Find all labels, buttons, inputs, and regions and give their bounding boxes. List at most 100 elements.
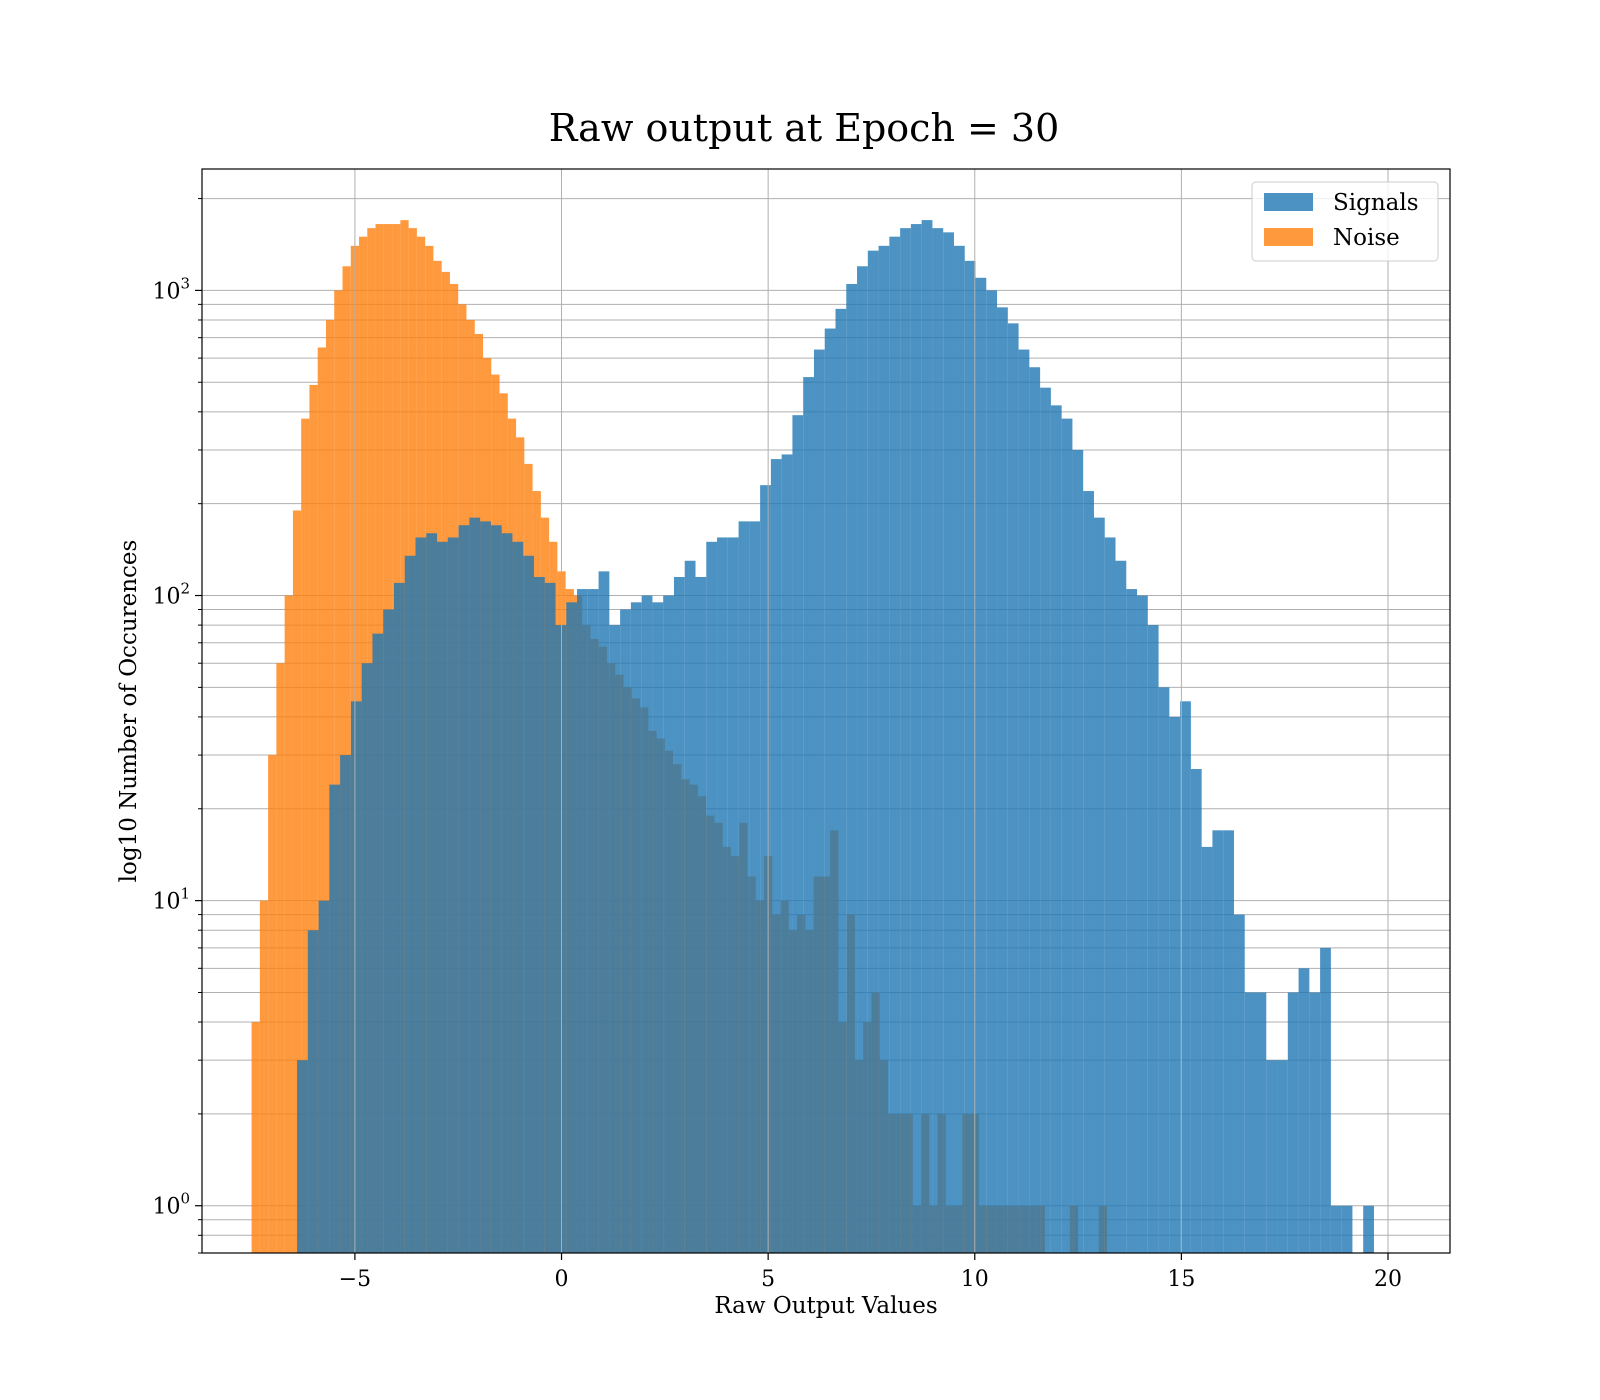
bar-signals [684,560,696,1253]
histogram-bars [251,220,1374,1254]
y-tick-label: 100 [152,1190,190,1220]
bar-signals [598,571,610,1253]
y-tick-label: 102 [152,580,190,610]
bar-signals [555,625,567,1253]
bar-noise [301,418,310,1253]
y-tick-label: 103 [152,274,190,304]
bar-signals [1029,367,1041,1253]
bar-signals [1180,701,1191,1253]
bar-signals [803,377,814,1254]
bar-signals [975,277,987,1253]
bar-signals [1223,830,1234,1253]
bar-noise [276,663,285,1253]
bar-signals [749,521,761,1253]
bar-signals [695,577,707,1253]
bar-signals [1093,517,1105,1253]
bar-signals [437,541,448,1253]
bar-signals [997,307,1008,1253]
bar-signals [1309,992,1321,1253]
bar-signals [490,525,502,1253]
legend-swatch-noise [1264,228,1313,246]
bar-signals [1277,1060,1288,1253]
bar-signals [663,595,674,1253]
bar-signals [900,228,911,1254]
bar-signals [1244,992,1256,1253]
bar-signals [857,266,868,1253]
bar-signals [986,290,998,1253]
bar-signals [426,533,438,1253]
bar-signals [415,537,427,1253]
bar-signals [1233,914,1245,1253]
bar-signals [1320,947,1331,1253]
bar-signals [813,349,825,1253]
bar-signals [673,577,685,1253]
bar-signals [867,250,879,1253]
bar-signals [1190,769,1202,1253]
bar-signals [1083,491,1094,1253]
bar-signals [727,537,739,1253]
bar-signals [781,454,793,1253]
bar-signals [533,577,545,1253]
bar-signals [329,784,341,1253]
x-tick-label: 0 [555,1267,569,1292]
bar-signals [447,537,459,1253]
bar-signals [943,232,954,1254]
bar-signals [1330,1205,1342,1253]
bar-signals [1137,595,1148,1253]
bar-noise [309,384,318,1253]
bar-signals [846,283,858,1254]
bar-signals [587,589,599,1253]
vertical-grid-lines [354,169,1389,1253]
bar-signals [1018,349,1030,1253]
bar-signals [512,541,524,1253]
bar-noise [292,510,302,1254]
bar-signals [1040,387,1051,1254]
bar-noise [317,347,326,1253]
bar-signals [1363,1205,1374,1253]
bar-signals [1126,589,1138,1253]
bar-signals [770,459,782,1253]
bar-signals [350,701,362,1253]
bar-signals [641,595,653,1253]
bar-signals [1007,323,1019,1253]
x-axis-ticks: −5 0 5 10 15 20 [339,1253,1402,1292]
bar-signals [652,602,664,1253]
bar-signals [361,663,373,1253]
bar-signals [577,589,588,1253]
x-tick-label: −5 [339,1267,371,1292]
bar-noise [251,1022,260,1253]
bar-signals [393,582,405,1253]
series-signals [297,220,1374,1254]
bar-signals [1201,846,1213,1253]
bar-signals [824,328,836,1253]
bar-signals [910,224,922,1253]
bar-signals [878,245,890,1253]
bar-signals [1266,1060,1278,1253]
bar-signals [297,1060,308,1253]
legend-label-noise: Noise [1333,225,1400,251]
bar-signals [1072,449,1084,1253]
bar-signals [1050,405,1062,1253]
bar-signals [1298,968,1310,1253]
bar-signals [318,900,330,1253]
bar-signals [964,260,976,1253]
x-axis-label: Raw Output Values [714,1293,937,1319]
bar-noise [334,290,343,1253]
x-tick-label: 20 [1374,1267,1402,1292]
bar-signals [1341,1205,1353,1253]
bar-signals [1287,992,1299,1253]
bar-signals [1115,560,1127,1253]
bar-signals [717,537,728,1253]
bar-noise [284,595,293,1253]
bar-signals [501,533,513,1253]
bar-signals [1104,537,1116,1253]
bar-signals [1147,625,1159,1253]
y-axis-ticks: 100 101 102 103 [152,198,202,1254]
bar-signals [480,521,491,1253]
bar-signals [1169,716,1181,1253]
bar-signals [566,602,578,1253]
bar-signals [738,521,750,1253]
bar-signals [1158,687,1170,1253]
legend-label-signals: Signals [1333,190,1419,216]
